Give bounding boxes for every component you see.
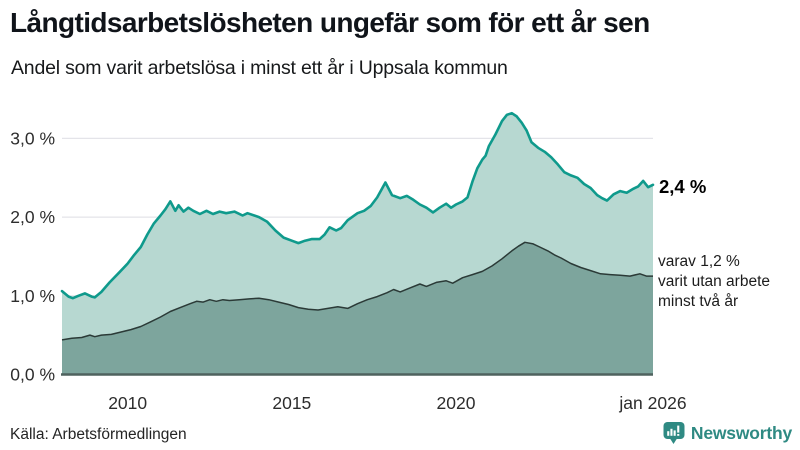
x-axis-tick-label: 2010 bbox=[108, 393, 147, 413]
line-unemployed-one-year bbox=[60, 111, 655, 300]
note-line: minst två år bbox=[658, 293, 739, 310]
y-axis-tick-label: 0,0 % bbox=[10, 365, 55, 385]
x-axis-tick-label: 2020 bbox=[437, 393, 476, 413]
page-title: Långtidsarbetslösheten ungefär som för e… bbox=[10, 7, 650, 38]
y-axis-tick-label: 3,0 % bbox=[10, 128, 55, 148]
x-axis-tick-label: 2015 bbox=[272, 393, 311, 413]
area-unemployed-two-years bbox=[62, 242, 653, 375]
newsworthy-logo: Newsworthy bbox=[663, 421, 792, 445]
page-subtitle: Andel som varit arbetslösa i minst ett å… bbox=[11, 57, 508, 79]
note-line: varav 1,2 % bbox=[658, 253, 740, 270]
line-unemployed-two-years bbox=[61, 241, 653, 341]
newsworthy-barchart-bubble-icon bbox=[663, 422, 685, 444]
source-attribution: Källa: Arbetsförmedlingen bbox=[10, 426, 187, 443]
newsworthy-wordmark: Newsworthy bbox=[690, 422, 792, 443]
y-axis-tick-label: 1,0 % bbox=[10, 286, 55, 306]
secondary-series-note: varav 1,2 % varit utan arbete minst två … bbox=[658, 252, 770, 312]
x-axis-tick-label: jan 2026 bbox=[618, 393, 686, 413]
note-line: varit utan arbete bbox=[658, 273, 771, 290]
latest-value-label: 2,4 % bbox=[659, 176, 707, 197]
y-axis-tick-label: 2,0 % bbox=[10, 207, 55, 227]
